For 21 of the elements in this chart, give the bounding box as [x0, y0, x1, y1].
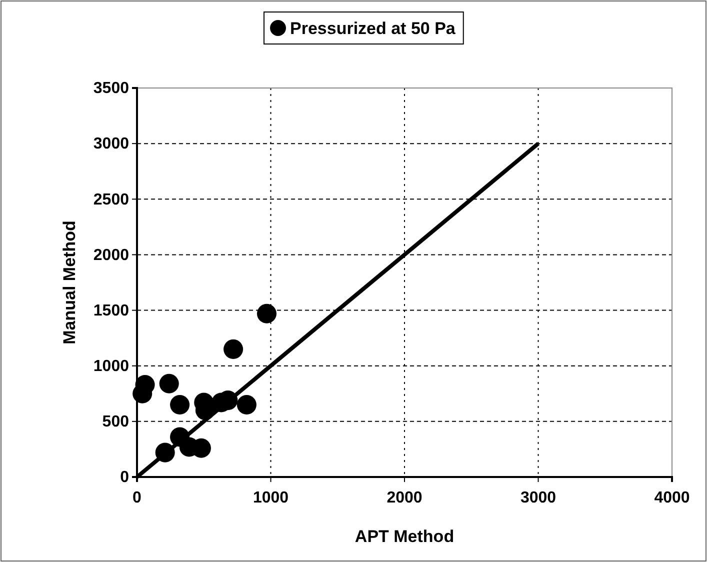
y-tick-label: 500: [102, 414, 130, 431]
y-tick-label: 2500: [93, 191, 130, 208]
y-tick-label: 2000: [93, 246, 130, 264]
x-tick-label: 3000: [520, 490, 556, 507]
y-axis-title: Manual Method: [60, 220, 79, 344]
y-tick-label: 0: [120, 469, 130, 486]
point: [256, 304, 277, 324]
point: [224, 339, 244, 359]
point: [236, 395, 256, 415]
y-tick-label: 3000: [93, 136, 130, 153]
y-tick-label: 1500: [93, 302, 130, 320]
y-tick-label: 3500: [93, 80, 130, 98]
x-axis-title: APT Method: [354, 527, 454, 546]
y-tick-label: 1000: [93, 358, 130, 375]
point: [159, 374, 179, 394]
legend-label: Pressurized at 50 Pa: [290, 19, 456, 38]
x-tick-label: 0: [132, 490, 142, 507]
x-tick-label: 2000: [386, 490, 422, 507]
x-tick-label: 1000: [252, 490, 289, 507]
point: [170, 395, 190, 415]
x-tick-label: 4000: [654, 490, 690, 507]
